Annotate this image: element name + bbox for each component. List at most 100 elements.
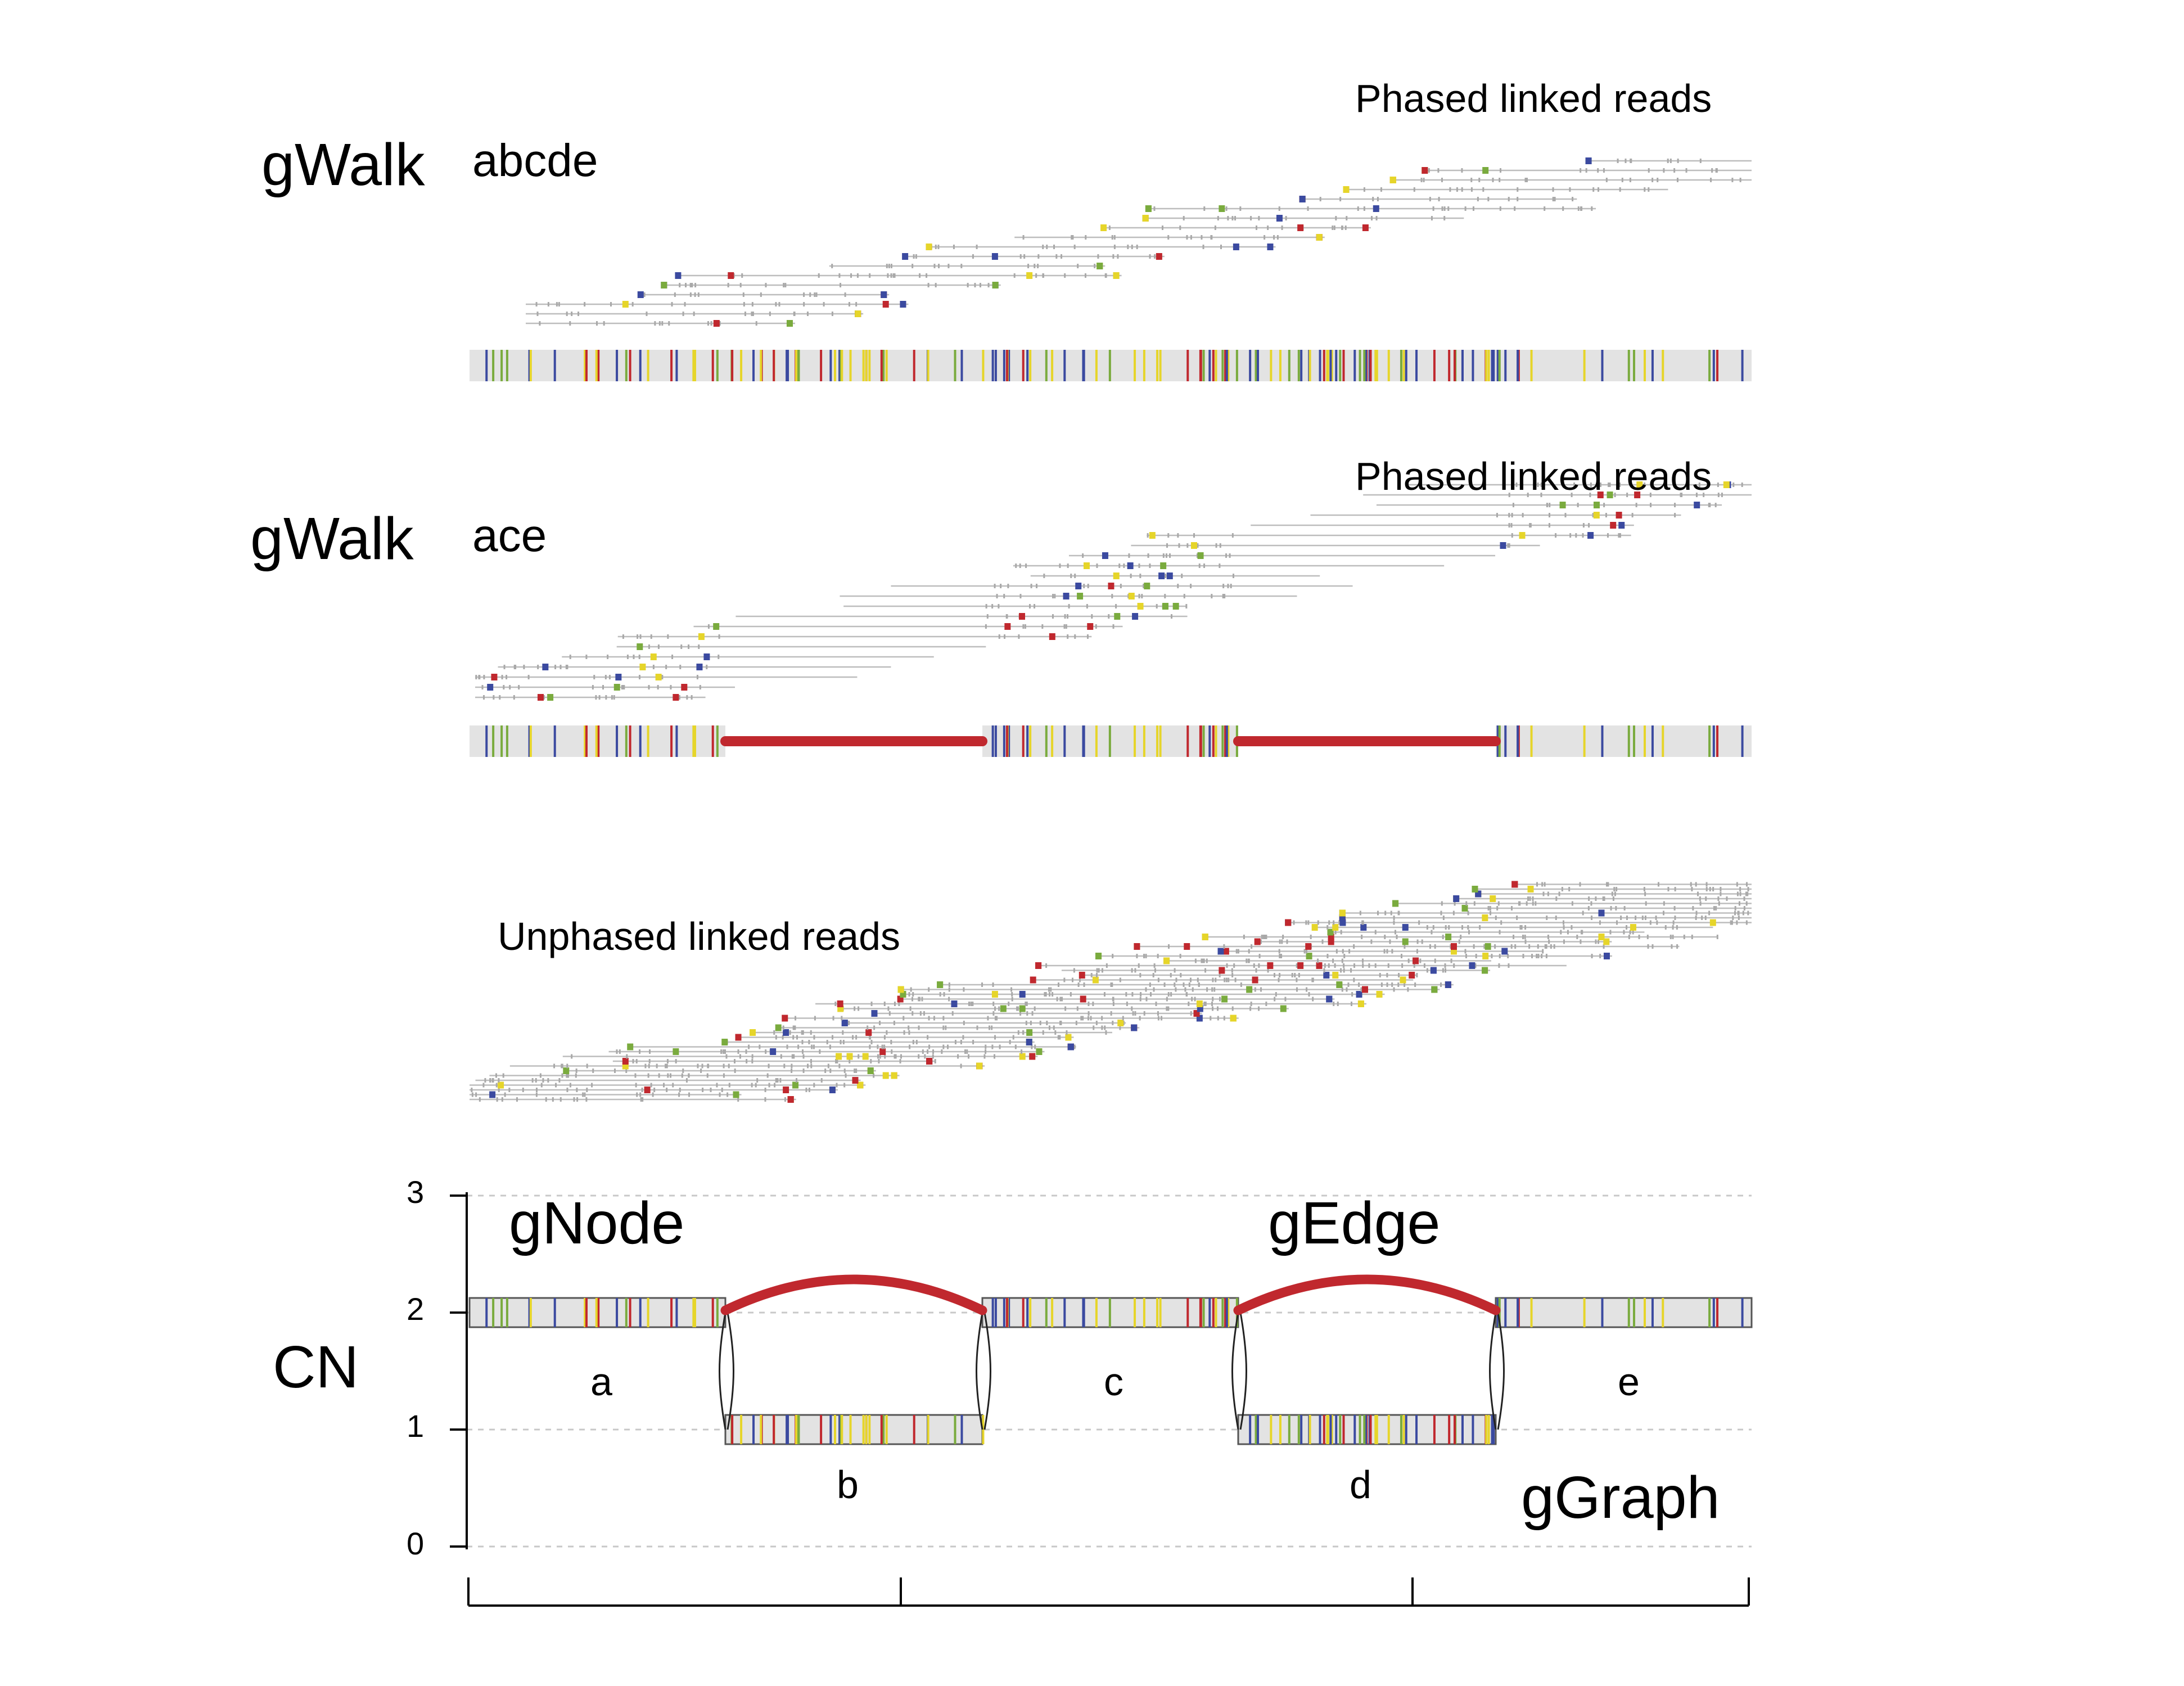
gnode-d (1237, 1414, 1497, 1445)
read-tick (813, 1035, 815, 1040)
variant-mark (829, 1087, 836, 1093)
variant-mark (622, 1062, 629, 1070)
read-tick (1086, 634, 1089, 639)
variant-mark (1096, 263, 1103, 269)
read-tick (981, 982, 983, 987)
read-tick (491, 1078, 494, 1083)
variant-bar (1008, 725, 1010, 757)
read-tick (499, 695, 501, 700)
read-tick (1294, 973, 1296, 977)
read-tick (585, 1097, 588, 1102)
read-tick (807, 1063, 809, 1069)
variant-bar (585, 350, 588, 381)
read-tick (652, 665, 655, 669)
read-tick (1394, 930, 1396, 935)
variant-mark (871, 1010, 878, 1017)
read-tick (808, 1040, 810, 1044)
gedge-a-c (720, 1274, 987, 1315)
variant-bar (927, 1415, 929, 1444)
variant-mark (879, 1048, 886, 1055)
read-tick (1332, 958, 1334, 963)
variant-mark (1339, 914, 1346, 921)
read-tick (832, 1016, 834, 1021)
read-tick (543, 695, 545, 700)
variant-bar (647, 725, 649, 757)
variant-bar (833, 1415, 836, 1444)
variant-mark (1323, 972, 1330, 979)
read-tick (1384, 910, 1387, 916)
read-tick (1197, 977, 1199, 982)
variant-bar (1330, 350, 1333, 381)
read-tick (1343, 954, 1346, 958)
variant-mark (992, 282, 999, 288)
read-tick (639, 1092, 642, 1097)
read-tick (1011, 992, 1013, 997)
read-tick (1747, 887, 1749, 891)
variant-bar (1517, 725, 1519, 757)
read-tick (561, 1063, 563, 1069)
variant-mark (1519, 532, 1526, 539)
variant-bar (841, 1415, 843, 1444)
read-tick (791, 1054, 793, 1059)
variant-bar (1504, 725, 1507, 757)
variant-bar (1300, 350, 1303, 381)
read-tick (915, 254, 917, 259)
read-tick (1030, 1021, 1032, 1025)
read-tick (1711, 168, 1713, 173)
read-tick (1067, 563, 1069, 568)
read-tick (1093, 1025, 1095, 1030)
read-tick (1616, 920, 1618, 925)
variant-bar (994, 725, 997, 757)
read-tick (1227, 216, 1229, 220)
read-tick (1298, 973, 1300, 977)
read-tick (1083, 982, 1085, 987)
variant-mark (1430, 967, 1437, 974)
read-tick (1482, 187, 1484, 192)
variant-bar (647, 350, 649, 381)
read-tick (1153, 987, 1155, 992)
read-tick (1582, 910, 1584, 916)
variant-bar (1208, 1298, 1211, 1327)
variant-bar (675, 350, 678, 381)
read-tick (996, 594, 998, 598)
read-tick (1324, 963, 1326, 968)
read-tick (1458, 939, 1460, 944)
read-tick (1614, 891, 1616, 896)
read-tick (539, 321, 541, 326)
read-tick (1544, 944, 1546, 949)
read-tick (1638, 935, 1640, 939)
read-tick (1387, 963, 1389, 968)
read-tick (1101, 1025, 1103, 1030)
variant-mark (1100, 224, 1107, 231)
variant-bar (616, 350, 619, 381)
read-tick (1340, 968, 1342, 973)
read-tick (1434, 944, 1436, 949)
read-tick (1595, 939, 1597, 944)
read-tick (873, 1073, 875, 1078)
read-tick (1139, 997, 1141, 1002)
variant-bar (1300, 1415, 1303, 1444)
read-tick (1201, 235, 1203, 240)
variant-mark (1065, 1034, 1072, 1041)
read-tick (1691, 935, 1693, 939)
read-tick (1219, 973, 1221, 977)
read-tick (1333, 1002, 1335, 1006)
read-tick (1605, 513, 1607, 517)
read-tick (1198, 982, 1200, 987)
variant-bar (1326, 1415, 1329, 1444)
read-tick (890, 273, 892, 278)
read-tick (792, 1025, 795, 1030)
read-tick (1196, 553, 1198, 558)
variant-mark (1087, 623, 1094, 630)
read-tick (1000, 584, 1002, 588)
read-tick (1061, 997, 1063, 1002)
read-tick (1363, 187, 1365, 192)
variant-bar (849, 350, 852, 381)
read-tick (1112, 1021, 1114, 1025)
variant-mark (627, 1043, 634, 1051)
read-tick (1738, 916, 1740, 920)
read-tick (1307, 920, 1310, 925)
read-tick (1389, 939, 1391, 944)
read-tick (1319, 197, 1321, 201)
read-tick (1167, 235, 1170, 240)
